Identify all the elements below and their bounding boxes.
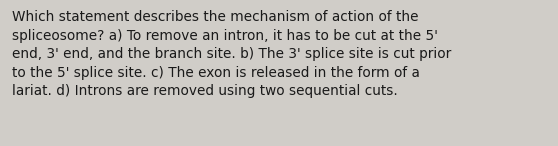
Text: Which statement describes the mechanism of action of the
spliceosome? a) To remo: Which statement describes the mechanism … [12,10,451,99]
